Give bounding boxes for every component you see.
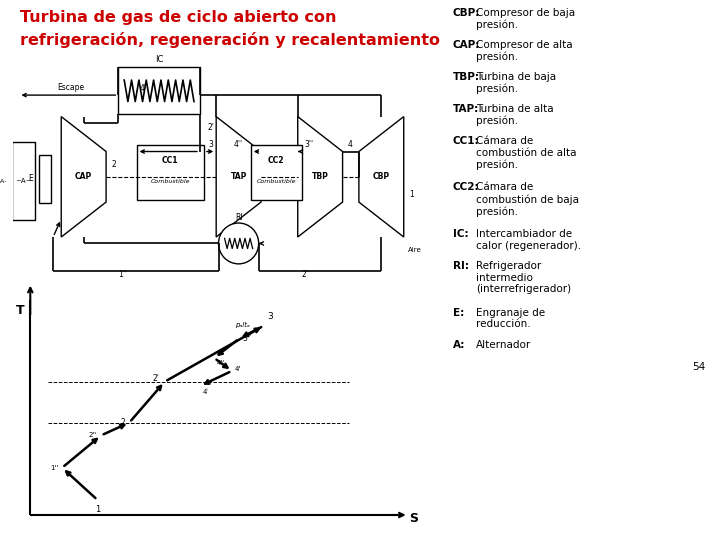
Text: TAP: TAP xyxy=(230,172,247,181)
Text: refrigeración, regeneración y recalentamiento: refrigeración, regeneración y recalentam… xyxy=(20,32,441,48)
Text: Cámara de
combustión de baja
presión.: Cámara de combustión de baja presión. xyxy=(477,183,580,217)
Text: CBP:: CBP: xyxy=(453,8,480,18)
Text: 1'': 1'' xyxy=(50,465,58,471)
Text: -A-: -A- xyxy=(0,179,7,184)
Text: RI:: RI: xyxy=(453,261,469,271)
Text: 3: 3 xyxy=(268,312,274,321)
Polygon shape xyxy=(298,117,343,237)
Text: S: S xyxy=(409,511,418,524)
Polygon shape xyxy=(216,117,261,237)
Text: Combustible: Combustible xyxy=(256,179,296,184)
Text: Escape: Escape xyxy=(57,83,84,92)
Text: 3'': 3'' xyxy=(305,140,314,149)
Bar xyxy=(118,67,200,114)
Text: 1: 1 xyxy=(410,191,415,199)
Text: 54: 54 xyxy=(692,362,706,372)
Text: CC2: CC2 xyxy=(268,156,284,165)
Text: CC1:: CC1: xyxy=(453,136,480,146)
Text: 1'': 1'' xyxy=(118,270,127,279)
Text: Refrigerador
intermedio
(interrefrigerador): Refrigerador intermedio (interrefrigerad… xyxy=(477,261,572,294)
Text: 2'': 2'' xyxy=(89,433,97,438)
Text: 4ᴵ: 4ᴵ xyxy=(203,389,209,395)
Text: RI: RI xyxy=(235,213,243,221)
Text: CC2:: CC2: xyxy=(453,183,480,192)
Text: TBP: TBP xyxy=(312,172,328,181)
Circle shape xyxy=(219,223,258,264)
Text: 2: 2 xyxy=(111,160,116,169)
Text: 2: 2 xyxy=(121,418,125,427)
Bar xyxy=(137,145,204,200)
Text: CBP: CBP xyxy=(373,172,390,181)
Text: 1: 1 xyxy=(95,505,100,514)
Text: T: T xyxy=(16,304,24,317)
Text: Aire: Aire xyxy=(408,247,421,253)
Text: IC:: IC: xyxy=(453,229,469,239)
Text: 4'': 4'' xyxy=(217,360,225,366)
Bar xyxy=(12,143,35,220)
Text: 2': 2' xyxy=(208,123,215,132)
Text: 4': 4' xyxy=(235,366,241,372)
Text: TBP:: TBP: xyxy=(453,72,480,82)
Text: Combustible: Combustible xyxy=(150,179,190,184)
Text: TAP:: TAP: xyxy=(453,104,479,114)
Polygon shape xyxy=(61,117,106,237)
Text: E: E xyxy=(28,174,33,184)
Text: CAP:: CAP: xyxy=(453,40,480,50)
Text: Intercambiador de
calor (regenerador).: Intercambiador de calor (regenerador). xyxy=(477,229,582,251)
Text: Cámara de
combustión de alta
presión.: Cámara de combustión de alta presión. xyxy=(477,136,577,170)
Text: 4: 4 xyxy=(348,140,353,149)
Text: Turbina de alta
presión.: Turbina de alta presión. xyxy=(477,104,554,126)
Text: 4': 4' xyxy=(139,84,146,92)
Text: 2': 2' xyxy=(153,374,160,383)
Text: A:: A: xyxy=(453,340,465,349)
Text: Turbina de gas de ciclo abierto con: Turbina de gas de ciclo abierto con xyxy=(20,10,337,25)
Text: E:: E: xyxy=(453,307,464,318)
Polygon shape xyxy=(359,117,404,237)
Text: IC: IC xyxy=(155,55,163,64)
Text: 2'': 2'' xyxy=(302,270,310,279)
Text: ~A~: ~A~ xyxy=(15,178,32,184)
Bar xyxy=(251,145,302,200)
Text: pₐltₐ: pₐltₐ xyxy=(235,322,250,328)
Text: 4'': 4'' xyxy=(234,140,243,149)
Text: CAP: CAP xyxy=(75,172,92,181)
Text: CC1: CC1 xyxy=(162,156,179,165)
Text: Compresor de alta
presión.: Compresor de alta presión. xyxy=(477,40,573,62)
Text: Alternador: Alternador xyxy=(477,340,531,349)
Bar xyxy=(39,156,51,202)
Text: Compresor de baja
presión.: Compresor de baja presión. xyxy=(477,8,575,30)
Text: 3'': 3'' xyxy=(243,334,252,343)
Text: Turbina de baja
presión.: Turbina de baja presión. xyxy=(477,72,557,94)
Text: 3: 3 xyxy=(209,140,214,149)
Text: Engranaje de
reducción.: Engranaje de reducción. xyxy=(477,307,546,329)
